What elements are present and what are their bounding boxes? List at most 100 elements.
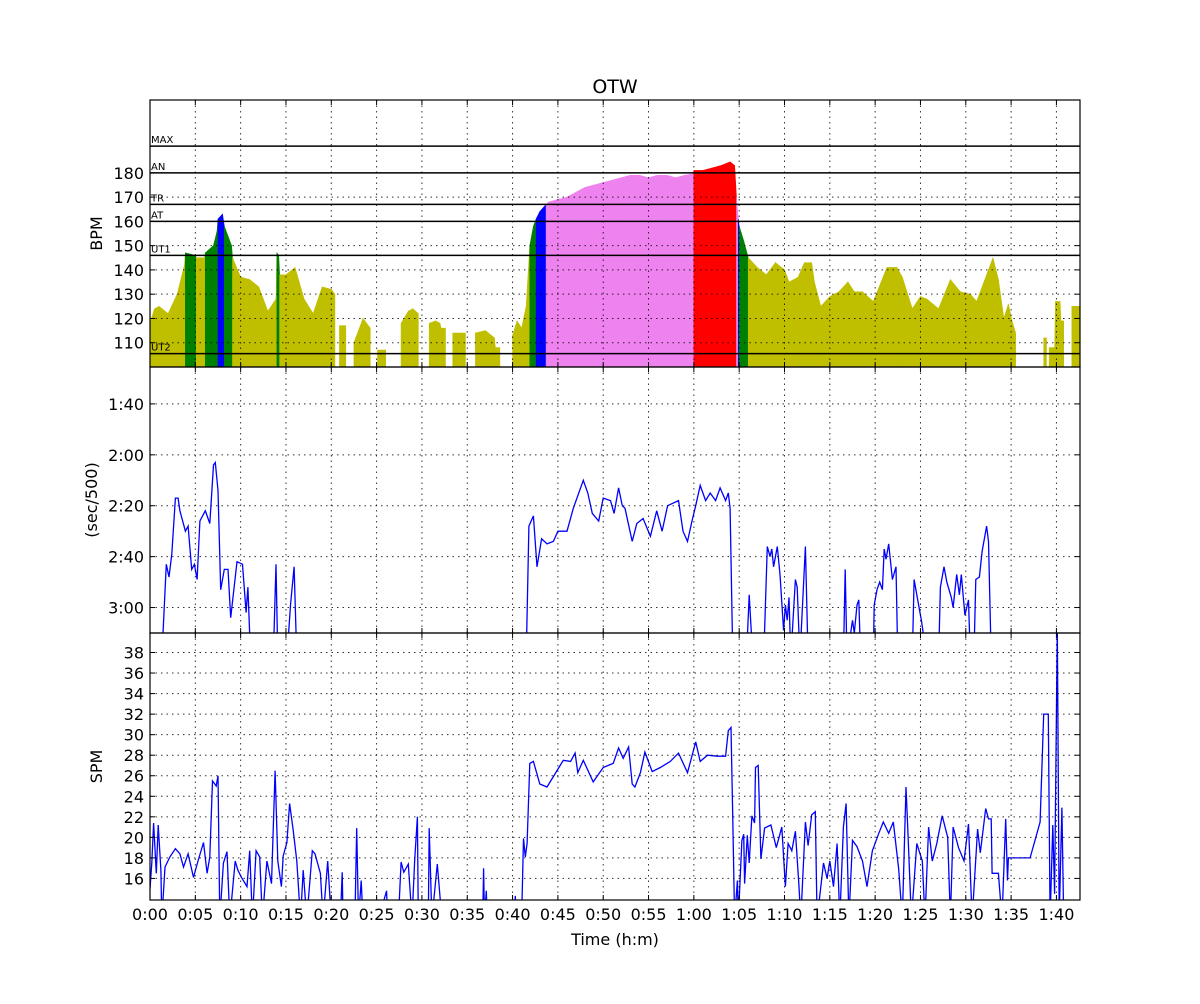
hr-fill-segment <box>217 213 223 367</box>
hr-fill-segment <box>475 330 486 367</box>
y-tick-label: 30 <box>124 726 144 745</box>
hr-fill-segment <box>267 298 277 367</box>
hr-fill-segment <box>224 226 232 367</box>
hr-fill-segment <box>593 182 604 367</box>
hr-fill-segment <box>339 325 347 367</box>
y-tick-label: 22 <box>124 808 144 827</box>
hr-fill-segment <box>804 262 812 367</box>
hr-fill-segment <box>204 244 214 367</box>
y-tick-label: 150 <box>113 237 144 256</box>
hr-fill-segment <box>912 295 921 367</box>
y-tick-label: 130 <box>113 285 144 304</box>
hr-fill-segment <box>960 291 971 367</box>
hr-fill-segment <box>400 310 409 367</box>
panel-1-plot <box>162 460 992 633</box>
hr-fill-segment <box>412 308 419 367</box>
hr-fill-segment <box>408 308 414 367</box>
hr-fill-segment <box>896 266 903 367</box>
hr-fill-segment <box>797 262 805 367</box>
panel-2-plot <box>150 633 1065 900</box>
y-tick-label: 2:00 <box>108 446 144 465</box>
x-tick-label: 1:10 <box>767 905 803 924</box>
pace-line <box>162 460 992 633</box>
x-tick-label: 0:10 <box>223 905 259 924</box>
hr-fill-segment <box>757 266 767 367</box>
hr-fill-segment <box>702 167 713 367</box>
x-tick-label: 0:55 <box>631 905 667 924</box>
hr-fill-segment <box>766 261 776 367</box>
x-tick-label: 0:45 <box>540 905 576 924</box>
y-tick-label: 170 <box>113 188 144 207</box>
hr-fill-segment <box>684 173 694 367</box>
hr-fill-segment <box>362 317 371 367</box>
y-tick-label: 110 <box>113 334 144 353</box>
x-tick-label: 1:00 <box>676 905 712 924</box>
x-tick-label: 1:40 <box>1038 905 1074 924</box>
hr-fill-segment <box>548 199 559 367</box>
hr-fill-segment <box>529 226 534 367</box>
hr-fill-segment <box>167 294 178 367</box>
hr-fill-segment <box>303 297 314 367</box>
zone-label-at: AT <box>151 210 164 221</box>
x-tick-label: 1:20 <box>857 905 893 924</box>
chart-title: OTW <box>592 76 638 98</box>
hr-fill-segment <box>811 262 815 367</box>
hr-fill-segment <box>435 320 441 367</box>
hr-fill-segment <box>213 231 218 367</box>
x-tick-label: 0:05 <box>177 905 213 924</box>
hr-fill-segment <box>1008 303 1013 367</box>
hr-fill-segment <box>176 264 185 367</box>
hr-fill-segment <box>330 288 336 367</box>
zone-label-ut2: UT2 <box>151 343 171 354</box>
hr-fill-segment <box>232 257 241 367</box>
x-tick-label: 1:15 <box>812 905 848 924</box>
zone-label-max: MAX <box>151 135 173 146</box>
y-tick-label: 32 <box>124 705 144 724</box>
hr-fill-segment <box>575 186 586 367</box>
hr-fill-segment <box>294 267 305 367</box>
hr-fill-segment <box>743 240 749 367</box>
y-tick-label: 38 <box>124 644 144 663</box>
hr-fill-segment <box>512 320 518 367</box>
hr-fill-segment <box>1003 303 1009 367</box>
y-axis-label-1: (sec/500) <box>82 462 101 537</box>
hr-fill-segment <box>150 308 155 367</box>
hr-fill-segment <box>158 305 169 367</box>
hr-fill-segment <box>976 257 994 367</box>
hr-fill-segment <box>525 245 531 367</box>
hr-fill-segment <box>775 262 785 367</box>
y-tick-label: 160 <box>113 212 144 231</box>
hr-fill-segment <box>926 298 939 367</box>
hr-fill-segment <box>886 267 898 367</box>
hr-fill-segment <box>829 291 840 367</box>
hr-fill-segment <box>516 319 522 367</box>
hr-fill-segment <box>195 257 205 367</box>
y-tick-label: 36 <box>124 664 144 683</box>
hr-fill-segment <box>752 261 758 367</box>
x-tick-label: 0:30 <box>404 905 440 924</box>
y-tick-label: 1:40 <box>108 395 144 414</box>
x-tick-label: 0:35 <box>449 905 485 924</box>
hr-fill-segment <box>185 252 196 367</box>
hr-fill-segment <box>711 165 722 367</box>
hr-fill-segment <box>729 161 735 367</box>
y-tick-label: 34 <box>124 685 144 704</box>
hr-fill-segment <box>1055 301 1061 367</box>
x-tick-label: 0:00 <box>132 905 168 924</box>
y-tick-label: 16 <box>124 869 144 888</box>
hr-fill-segment <box>862 291 874 367</box>
hr-fill-segment <box>535 211 541 367</box>
hr-fill-segment <box>377 349 386 367</box>
hr-fill-segment <box>440 327 446 367</box>
hr-fill-segment <box>992 257 999 367</box>
x-tick-label: 0:50 <box>585 905 621 924</box>
hr-fill-segment <box>720 161 731 367</box>
hr-fill-segment <box>738 226 745 367</box>
panel-2-frame <box>149 632 1081 901</box>
hr-fill-segment <box>584 184 595 367</box>
hr-fill-segment <box>1071 306 1080 367</box>
hr-fill-segment <box>428 320 436 367</box>
hr-fill-segment <box>495 347 501 367</box>
hr-fill-segment <box>521 306 527 367</box>
